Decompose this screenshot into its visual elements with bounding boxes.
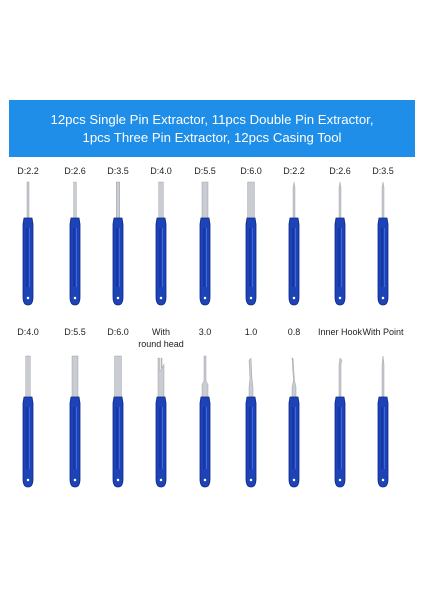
pin-extractor-tool	[373, 181, 393, 306]
tool-label: D:5.5	[194, 166, 216, 176]
tool-handle	[288, 217, 300, 306]
pin-extractor-tool	[330, 181, 350, 306]
tool-tip	[71, 355, 79, 398]
tool-tip	[381, 355, 385, 398]
tool-label-line2: round head	[138, 339, 184, 349]
pin-extractor-tool	[195, 181, 215, 306]
tool-tip	[292, 181, 296, 219]
banner-line-1: 12pcs Single Pin Extractor, 11pcs Double…	[50, 111, 374, 127]
tool-handle	[22, 217, 34, 306]
tool-handle	[112, 396, 124, 488]
tool-label: D:5.5	[64, 327, 86, 337]
tool-tip	[201, 181, 209, 219]
tool-handle	[155, 396, 167, 488]
pin-extractor-tool	[373, 355, 393, 488]
tool-label: D:3.5	[372, 166, 394, 176]
banner-line-2: 1pcs Three Pin Extractor, 12pcs Casing T…	[82, 129, 342, 145]
tool-label: D:3.5	[107, 166, 129, 176]
tool-tip	[247, 181, 255, 219]
tool-tip	[114, 355, 122, 398]
tool-label: With	[152, 327, 170, 337]
tool-label: 3.0	[198, 327, 212, 337]
tool-label: Inner Hook	[317, 327, 363, 337]
tool-label: D:2.6	[329, 166, 351, 176]
tool-handle	[112, 217, 124, 306]
tool-label: D:4.0	[17, 327, 39, 337]
tool-handle	[288, 396, 300, 488]
pin-extractor-tool	[284, 181, 304, 306]
tool-tip	[381, 181, 385, 219]
tool-tip	[158, 181, 164, 219]
tool-handle	[22, 396, 34, 488]
pin-extractor-tool	[151, 181, 171, 306]
tool-tip	[25, 355, 31, 398]
tool-label: D:6.0	[240, 166, 262, 176]
tool-tip	[338, 357, 343, 398]
tool-label: 0.8	[287, 327, 301, 337]
tool-handle	[245, 217, 257, 306]
tool-handle	[377, 396, 389, 488]
tool-handle	[334, 217, 346, 306]
tool-label: With Point	[362, 327, 404, 337]
pin-extractor-tool	[65, 181, 85, 306]
tool-handle	[377, 217, 389, 306]
tool-tip	[201, 355, 209, 398]
pin-extractor-tool	[195, 355, 215, 488]
tool-label: 1.0	[244, 327, 258, 337]
tool-handle	[334, 396, 346, 488]
tool-tip	[157, 357, 165, 398]
tool-tip	[115, 181, 120, 219]
pin-extractor-tool	[241, 356, 261, 488]
title-banner: 12pcs Single Pin Extractor, 11pcs Double…	[9, 100, 415, 157]
tool-tip	[73, 181, 77, 219]
tool-handle	[69, 217, 81, 306]
pin-extractor-tool	[241, 181, 261, 306]
pin-extractor-tool	[284, 356, 304, 488]
tool-tip	[26, 181, 30, 219]
tool-tip	[291, 357, 297, 398]
tool-label: D:2.6	[64, 166, 86, 176]
tool-tip	[248, 357, 254, 398]
tool-tip	[338, 181, 342, 219]
tool-label: D:6.0	[107, 327, 129, 337]
tool-handle	[199, 217, 211, 306]
tool-label: D:2.2	[283, 166, 305, 176]
tool-handle	[155, 217, 167, 306]
pin-extractor-tool	[65, 355, 85, 488]
pin-extractor-tool	[108, 181, 128, 306]
tool-label: D:2.2	[17, 166, 39, 176]
tool-label: D:4.0	[150, 166, 172, 176]
pin-extractor-tool	[108, 355, 128, 488]
pin-extractor-tool	[18, 355, 38, 488]
pin-extractor-tool	[330, 356, 350, 488]
tool-handle	[199, 396, 211, 488]
pin-extractor-tool	[151, 356, 171, 488]
tool-handle	[245, 396, 257, 488]
pin-extractor-tool	[18, 181, 38, 306]
tool-handle	[69, 396, 81, 488]
